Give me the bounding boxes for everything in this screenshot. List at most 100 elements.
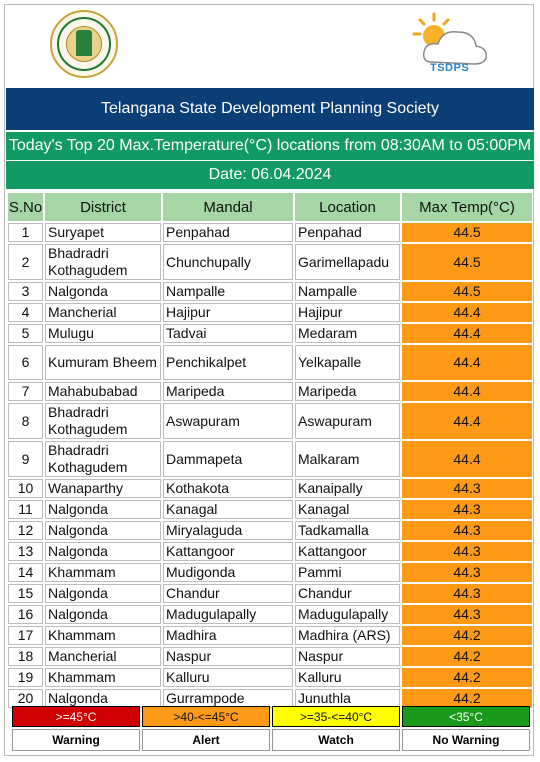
page-frame <box>4 4 534 756</box>
cell-location: Yelkapalle <box>295 345 400 380</box>
cell-sno: 12 <box>8 521 43 540</box>
legend-swatch-no-warning: <35°C <box>402 706 530 727</box>
cell-max-temp: 44.4 <box>402 403 532 439</box>
cell-mandal: Maripeda <box>163 382 293 401</box>
table-row: 2 Bhadradri Kothagudem Chunchupally Garimel… <box>8 244 532 280</box>
cell-max-temp: 44.3 <box>402 479 532 498</box>
cell-max-temp: 44.5 <box>402 244 532 280</box>
cell-max-temp: 44.3 <box>402 584 532 603</box>
cell-location: Maripeda <box>295 382 400 401</box>
cell-district: Suryapet <box>45 223 161 242</box>
col-header-district: District <box>45 193 161 221</box>
table-row: 15 Nalgonda Chandur Chandur 44.3 <box>8 584 532 603</box>
cell-mandal: Kalluru <box>163 668 293 687</box>
legend-swatch-warning: >=45°C <box>12 706 140 727</box>
cell-mandal: Kanagal <box>163 500 293 519</box>
cell-district: Khammam <box>45 563 161 582</box>
cell-mandal: Kothakota <box>163 479 293 498</box>
table-row: 3 Nalgonda Nampalle Nampalle 44.5 <box>8 282 532 301</box>
legend-swatch-row: >=45°C >40-<=45°C >=35-<=40°C <35°C <box>12 706 530 727</box>
cell-max-temp: 44.3 <box>402 542 532 561</box>
legend-swatch-watch: >=35-<=40°C <box>272 706 400 727</box>
cell-mandal: Aswapuram <box>163 403 293 439</box>
cell-district: Nalgonda <box>45 605 161 624</box>
cell-location: Madugulapally <box>295 605 400 624</box>
cell-max-temp: 44.2 <box>402 647 532 666</box>
legend-swatch-alert: >40-<=45°C <box>142 706 270 727</box>
cell-district: Mulugu <box>45 324 161 343</box>
cell-location: Penpahad <box>295 223 400 242</box>
org-title: Telangana State Development Planning Soc… <box>101 100 439 117</box>
legend-label-alert: Alert <box>142 729 270 751</box>
col-header-location: Location <box>295 193 400 221</box>
table-row: 12 Nalgonda Miryalaguda Tadkamalla 44.3 <box>8 521 532 540</box>
cell-sno: 4 <box>8 303 43 322</box>
cell-location: Madhira (ARS) <box>295 626 400 645</box>
cell-sno: 19 <box>8 668 43 687</box>
cell-district: Nalgonda <box>45 584 161 603</box>
cell-sno: 1 <box>8 223 43 242</box>
cell-district: Kumuram Bheem <box>45 345 161 380</box>
cell-sno: 2 <box>8 244 43 280</box>
cell-location: Medaram <box>295 324 400 343</box>
cell-location: Malkaram <box>295 441 400 477</box>
table-row: 19 Khammam Kalluru Kalluru 44.2 <box>8 668 532 687</box>
cell-location: Nampalle <box>295 282 400 301</box>
report-date: Date: 06.04.2024 <box>208 166 332 183</box>
cell-district: Nalgonda <box>45 521 161 540</box>
cell-sno: 5 <box>8 324 43 343</box>
cell-location: Kattangoor <box>295 542 400 561</box>
cell-max-temp: 44.3 <box>402 563 532 582</box>
cell-district: Bhadradri Kothagudem <box>45 244 161 280</box>
table-row: 8 Bhadradri Kothagudem Aswapuram Aswapuram 4… <box>8 403 532 439</box>
cell-mandal: Madhira <box>163 626 293 645</box>
cell-mandal: Chandur <box>163 584 293 603</box>
tsdps-logo-text: TSDPS <box>430 62 470 74</box>
cell-mandal: Miryalaguda <box>163 521 293 540</box>
cell-max-temp: 44.4 <box>402 441 532 477</box>
legend-label-warning: Warning <box>12 729 140 751</box>
legend-table: >=45°C >40-<=45°C >=35-<=40°C <35°C Warn… <box>10 704 532 753</box>
cell-max-temp: 44.4 <box>402 382 532 401</box>
cell-district: Bhadradri Kothagudem <box>45 441 161 477</box>
cell-max-temp: 44.5 <box>402 282 532 301</box>
table-row: 10 Wanaparthy Kothakota Kanaipally 44.3 <box>8 479 532 498</box>
org-title-banner: Telangana State Development Planning Soc… <box>6 88 534 130</box>
table-row: 18 Mancherial Naspur Naspur 44.2 <box>8 647 532 666</box>
cell-mandal: Nampalle <box>163 282 293 301</box>
cell-district: Nalgonda <box>45 500 161 519</box>
cell-sno: 10 <box>8 479 43 498</box>
cell-max-temp: 44.3 <box>402 500 532 519</box>
cell-district: Nalgonda <box>45 542 161 561</box>
cell-sno: 17 <box>8 626 43 645</box>
cell-mandal: Naspur <box>163 647 293 666</box>
cell-mandal: Mudigonda <box>163 563 293 582</box>
cell-mandal: Penpahad <box>163 223 293 242</box>
cell-sno: 18 <box>8 647 43 666</box>
table-row: 1 Suryapet Penpahad Penpahad 44.5 <box>8 223 532 242</box>
cell-sno: 3 <box>8 282 43 301</box>
cell-max-temp: 44.4 <box>402 324 532 343</box>
col-header-mandal: Mandal <box>163 193 293 221</box>
cell-max-temp: 44.2 <box>402 626 532 645</box>
cell-sno: 14 <box>8 563 43 582</box>
table-header-row: S.No District Mandal Location Max Temp(°… <box>8 193 532 221</box>
cell-district: Khammam <box>45 626 161 645</box>
col-header-sno: S.No <box>8 193 43 221</box>
report-title-bar: Today's Top 20 Max.Temperature(°C) locat… <box>6 132 534 160</box>
legend-label-no-warning: No Warning <box>402 729 530 751</box>
cell-sno: 6 <box>8 345 43 380</box>
cell-sno: 13 <box>8 542 43 561</box>
cell-location: Kanaipally <box>295 479 400 498</box>
cell-sno: 11 <box>8 500 43 519</box>
cell-sno: 7 <box>8 382 43 401</box>
table-row: 13 Nalgonda Kattangoor Kattangoor 44.3 <box>8 542 532 561</box>
cell-district: Wanaparthy <box>45 479 161 498</box>
cell-location: Chandur <box>295 584 400 603</box>
temperature-table: S.No District Mandal Location Max Temp(°… <box>6 191 534 710</box>
report-title: Today's Top 20 Max.Temperature(°C) locat… <box>8 137 532 154</box>
table-row: 7 Mahabubabad Maripeda Maripeda 44.4 <box>8 382 532 401</box>
cell-sno: 8 <box>8 403 43 439</box>
emblem-ring <box>57 17 111 71</box>
cell-mandal: Chunchupally <box>163 244 293 280</box>
